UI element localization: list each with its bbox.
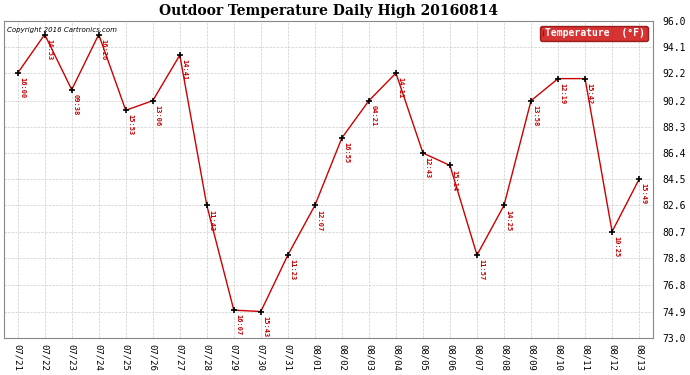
Text: 14:53: 14:53	[46, 39, 52, 60]
Text: 15:14: 15:14	[451, 170, 457, 191]
Text: 16:00: 16:00	[19, 77, 25, 99]
Text: 15:49: 15:49	[640, 183, 647, 205]
Text: 15:42: 15:42	[586, 83, 593, 104]
Text: 12:43: 12:43	[424, 157, 431, 178]
Text: 15:43: 15:43	[262, 316, 268, 337]
Text: 09:38: 09:38	[73, 94, 79, 115]
Text: 10:25: 10:25	[613, 236, 620, 257]
Text: Copyright 2016 Cartronics.com: Copyright 2016 Cartronics.com	[8, 27, 117, 33]
Text: 16:26: 16:26	[100, 39, 106, 60]
Title: Outdoor Temperature Daily High 20160814: Outdoor Temperature Daily High 20160814	[159, 4, 498, 18]
Text: 14:11: 14:11	[397, 77, 403, 99]
Text: 11:23: 11:23	[289, 259, 295, 280]
Text: 13:06: 13:06	[154, 105, 160, 126]
Text: 12:19: 12:19	[560, 83, 565, 104]
Text: 14:25: 14:25	[505, 210, 511, 231]
Text: 12:07: 12:07	[316, 210, 322, 231]
Text: 13:58: 13:58	[533, 105, 538, 126]
Text: 16:07: 16:07	[235, 314, 242, 336]
Text: 16:55: 16:55	[343, 142, 349, 163]
Text: 11:57: 11:57	[478, 259, 484, 280]
Text: 11:43: 11:43	[208, 210, 214, 231]
Legend: Temperature  (°F): Temperature (°F)	[540, 26, 648, 41]
Text: 14:41: 14:41	[181, 59, 187, 81]
Text: 04:21: 04:21	[371, 105, 376, 126]
Text: 15:53: 15:53	[127, 114, 133, 136]
